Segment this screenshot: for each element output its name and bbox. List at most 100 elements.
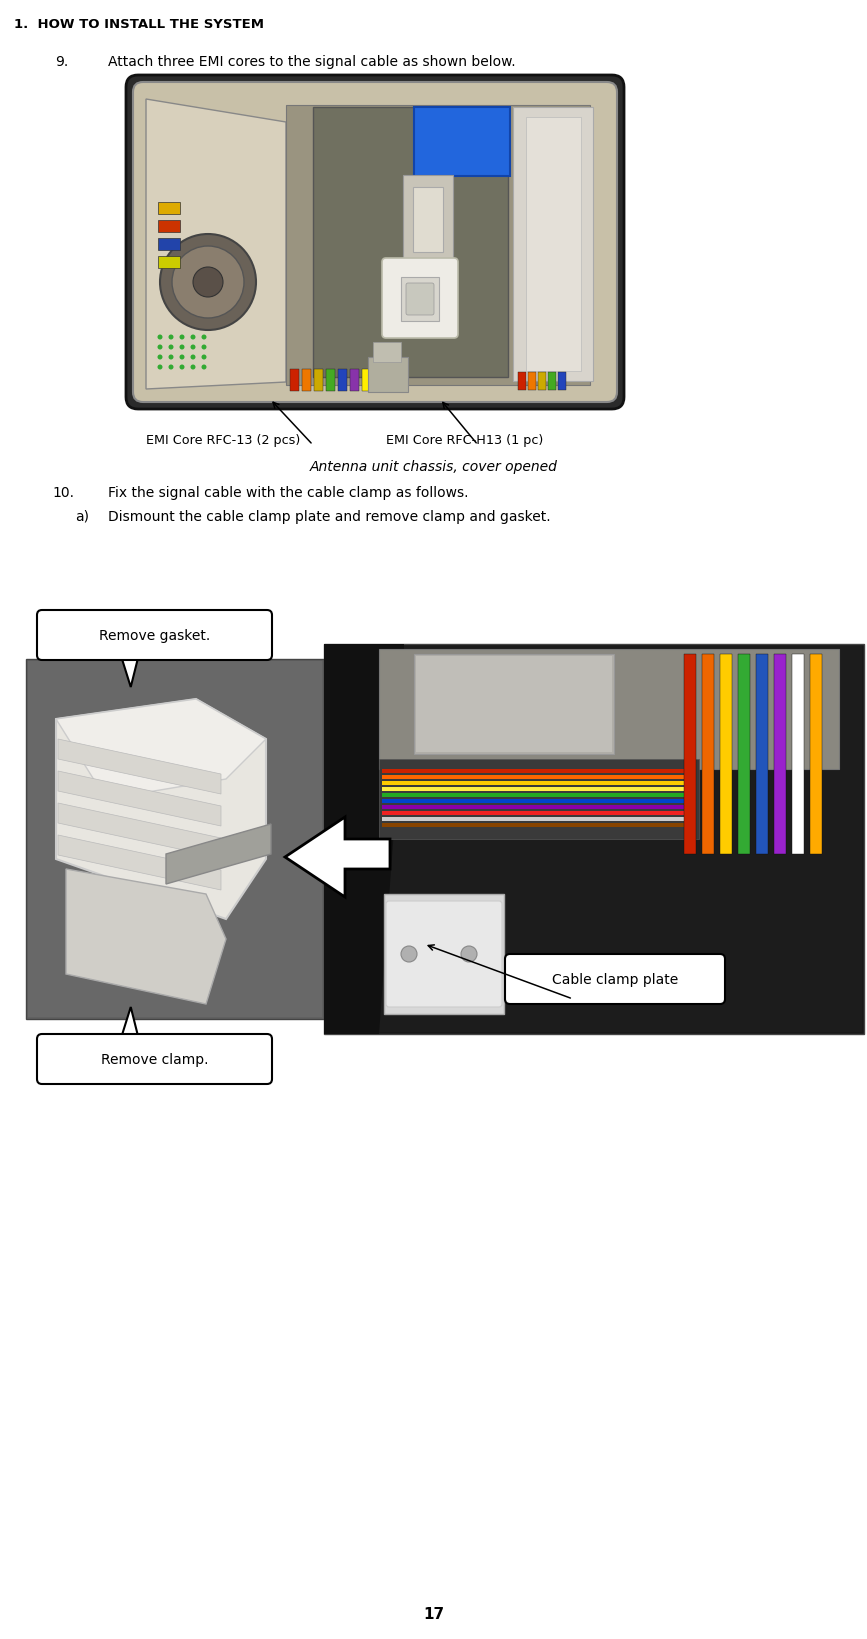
Bar xyxy=(324,644,864,1034)
Circle shape xyxy=(172,247,244,320)
Circle shape xyxy=(179,356,185,361)
Bar xyxy=(403,175,453,266)
Bar xyxy=(720,654,732,854)
Bar xyxy=(702,654,714,854)
FancyBboxPatch shape xyxy=(505,954,725,1005)
Bar xyxy=(558,372,566,390)
Bar xyxy=(382,811,692,816)
Text: Remove gasket.: Remove gasket. xyxy=(99,629,210,642)
Polygon shape xyxy=(121,656,139,688)
Bar xyxy=(314,370,323,392)
Bar xyxy=(382,823,692,828)
Circle shape xyxy=(191,346,195,351)
Circle shape xyxy=(201,356,206,361)
Text: 1.  HOW TO INSTALL THE SYSTEM: 1. HOW TO INSTALL THE SYSTEM xyxy=(14,18,264,31)
Bar xyxy=(379,649,839,770)
Bar xyxy=(158,257,180,269)
Bar xyxy=(350,370,359,392)
Bar xyxy=(792,654,804,854)
Bar xyxy=(286,107,590,385)
Bar xyxy=(548,372,556,390)
Bar xyxy=(416,657,612,752)
Polygon shape xyxy=(58,836,221,890)
Circle shape xyxy=(158,356,162,361)
Bar xyxy=(302,370,311,392)
FancyBboxPatch shape xyxy=(37,611,272,661)
Text: Dismount the cable clamp plate and remove clamp and gasket.: Dismount the cable clamp plate and remov… xyxy=(108,510,551,524)
Bar xyxy=(382,782,692,785)
Bar xyxy=(382,800,692,803)
Bar xyxy=(26,659,324,1019)
Circle shape xyxy=(160,234,256,331)
Text: Attach three EMI cores to the signal cable as shown below.: Attach three EMI cores to the signal cab… xyxy=(108,56,516,69)
Bar xyxy=(326,370,335,392)
Bar xyxy=(382,805,692,810)
Polygon shape xyxy=(166,824,271,885)
Text: EMI Core RFC-13 (2 pcs): EMI Core RFC-13 (2 pcs) xyxy=(146,434,300,447)
Bar xyxy=(382,775,692,780)
Circle shape xyxy=(201,365,206,370)
Circle shape xyxy=(191,365,195,370)
Bar xyxy=(810,654,822,854)
Text: 9.: 9. xyxy=(55,56,68,69)
Circle shape xyxy=(179,336,185,341)
Bar xyxy=(382,793,692,798)
FancyBboxPatch shape xyxy=(382,259,458,339)
FancyBboxPatch shape xyxy=(406,284,434,316)
Circle shape xyxy=(179,346,185,351)
Bar xyxy=(526,118,581,372)
Bar xyxy=(384,895,504,1015)
Bar xyxy=(414,654,614,754)
Text: 10.: 10. xyxy=(52,485,74,500)
Polygon shape xyxy=(58,803,221,859)
Circle shape xyxy=(158,365,162,370)
Text: 17: 17 xyxy=(423,1606,444,1621)
Bar xyxy=(368,357,408,393)
Text: Remove clamp.: Remove clamp. xyxy=(101,1052,208,1067)
Bar xyxy=(158,203,180,215)
Bar xyxy=(158,221,180,233)
Bar xyxy=(684,654,696,854)
Polygon shape xyxy=(56,700,266,919)
Polygon shape xyxy=(58,772,221,826)
Bar xyxy=(326,647,862,1033)
Bar xyxy=(28,662,322,1018)
Text: Cable clamp plate: Cable clamp plate xyxy=(552,972,678,987)
Bar xyxy=(313,108,508,377)
Bar xyxy=(374,370,383,392)
Bar xyxy=(290,370,299,392)
Bar xyxy=(373,343,401,362)
Polygon shape xyxy=(56,700,266,800)
FancyBboxPatch shape xyxy=(386,901,502,1008)
Circle shape xyxy=(168,346,173,351)
Bar xyxy=(528,372,536,390)
Text: Antenna unit chassis, cover opened: Antenna unit chassis, cover opened xyxy=(310,459,557,474)
Polygon shape xyxy=(66,869,226,1005)
Bar xyxy=(756,654,768,854)
Text: Fix the signal cable with the cable clamp as follows.: Fix the signal cable with the cable clam… xyxy=(108,485,468,500)
Bar xyxy=(401,279,439,321)
Bar xyxy=(379,759,699,839)
Circle shape xyxy=(179,365,185,370)
Bar xyxy=(382,770,692,774)
Bar xyxy=(158,239,180,251)
FancyBboxPatch shape xyxy=(126,75,624,410)
Circle shape xyxy=(191,356,195,361)
Bar xyxy=(738,654,750,854)
Bar xyxy=(338,370,347,392)
Circle shape xyxy=(193,267,223,298)
Polygon shape xyxy=(146,100,286,390)
Polygon shape xyxy=(58,739,221,795)
FancyBboxPatch shape xyxy=(133,84,617,403)
Circle shape xyxy=(401,946,417,962)
Circle shape xyxy=(158,336,162,341)
FancyBboxPatch shape xyxy=(37,1034,272,1085)
Circle shape xyxy=(168,356,173,361)
Circle shape xyxy=(201,346,206,351)
Bar xyxy=(513,108,593,382)
Bar xyxy=(362,370,371,392)
Circle shape xyxy=(191,336,195,341)
Circle shape xyxy=(168,336,173,341)
Polygon shape xyxy=(285,818,390,898)
Circle shape xyxy=(201,336,206,341)
